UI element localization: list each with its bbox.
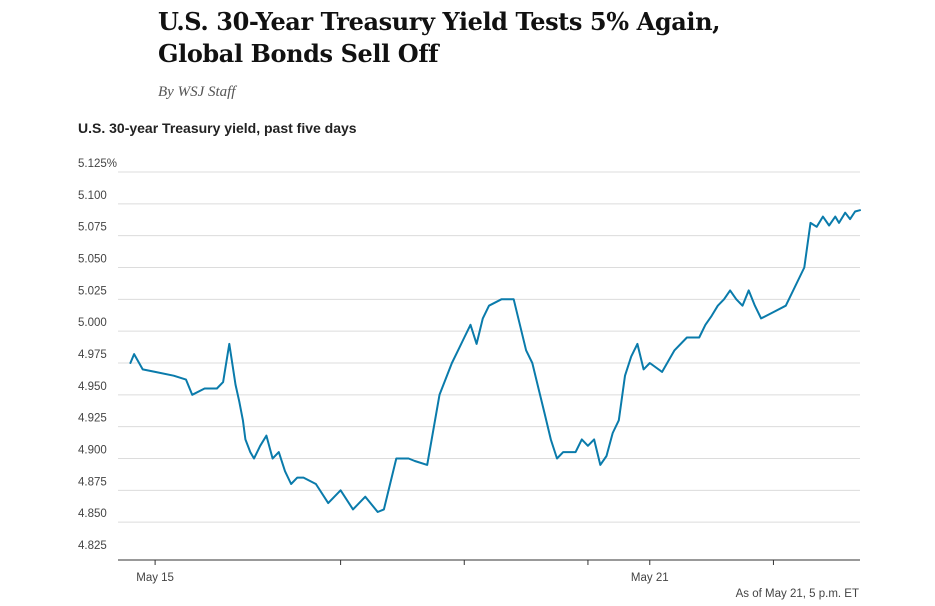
yield-series-line xyxy=(129,209,861,513)
grid-layer xyxy=(118,171,860,523)
y-tick-label: 4.950 xyxy=(78,381,107,393)
y-tick-label: 4.875 xyxy=(78,476,107,488)
chart-source-note: As of May 21, 5 p.m. ET xyxy=(735,588,859,600)
x-axis: May 15 May 21 xyxy=(118,559,860,584)
y-tick-label: 4.975 xyxy=(78,349,107,361)
chart-title: U.S. 30-year Treasury yield, past five d… xyxy=(78,120,357,136)
y-axis-ticks: 4.825 4.850 4.875 4.900 4.925 4.950 4.975 5.000… xyxy=(78,158,117,552)
series-layer xyxy=(129,209,861,513)
y-tick-label: 5.100 xyxy=(78,190,107,202)
x-tick-label: May 21 xyxy=(631,572,669,584)
y-tick-label: 5.000 xyxy=(78,317,107,329)
y-tick-label: 4.850 xyxy=(78,508,107,520)
article-byline: By WSJ Staff xyxy=(158,84,236,100)
x-tick-label: May 15 xyxy=(136,572,174,584)
y-tick-label: 5.075 xyxy=(78,222,107,234)
y-tick-label: 4.900 xyxy=(78,445,107,457)
y-tick-label: 5.125% xyxy=(78,158,117,170)
y-tick-label: 4.925 xyxy=(78,413,107,425)
y-tick-label: 5.050 xyxy=(78,254,107,266)
article-headline: U.S. 30-Year Treasury Yield Tests 5% Aga… xyxy=(158,7,721,68)
y-tick-label: 5.025 xyxy=(78,285,107,297)
y-tick-label: 4.825 xyxy=(78,540,107,552)
